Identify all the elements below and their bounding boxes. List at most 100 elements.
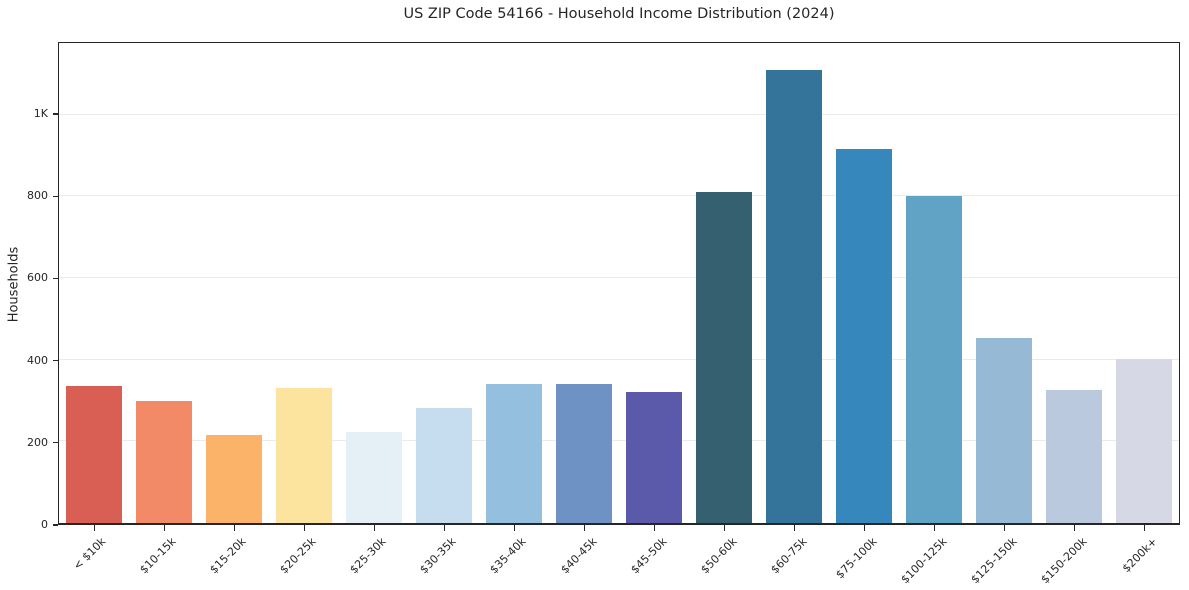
bars-container <box>59 43 1179 531</box>
gridline <box>59 113 1179 115</box>
x-tick-mark <box>164 525 166 531</box>
x-tick-mark <box>794 525 796 531</box>
y-tick-mark <box>53 524 58 526</box>
bar <box>486 384 542 523</box>
x-label-slot: $200k+ <box>1110 527 1180 589</box>
x-tick-label: $15-20k <box>207 535 249 577</box>
bar <box>136 401 192 523</box>
x-label-slot: $150-200k <box>1038 527 1110 589</box>
bar-slot <box>1039 43 1109 531</box>
x-tick-label: $25-30k <box>347 535 389 577</box>
bar <box>976 338 1032 523</box>
x-label-slot: $35-40k <box>479 527 549 589</box>
x-tick-label: $60-75k <box>768 535 810 577</box>
bar <box>346 432 402 523</box>
x-tick-mark <box>1074 525 1076 531</box>
bar <box>416 407 472 523</box>
bar <box>556 383 612 523</box>
x-tick-mark <box>724 525 726 531</box>
x-tick-label: $100-125k <box>898 535 950 587</box>
bar-slot <box>549 43 619 531</box>
x-label-slot: $40-45k <box>549 527 619 589</box>
x-tick-mark <box>304 525 306 531</box>
y-tick-mark <box>53 113 58 115</box>
x-tick-mark <box>514 525 516 531</box>
y-tick-label: 600 <box>27 271 48 285</box>
bar-slot <box>1109 43 1179 531</box>
x-tick-label: $150-200k <box>1038 535 1091 587</box>
y-tick-label: 800 <box>27 189 48 203</box>
x-tick-mark <box>444 525 446 531</box>
y-tick-mark <box>53 442 58 444</box>
gridline <box>59 358 1179 360</box>
x-tick-label: $35-40k <box>487 535 530 577</box>
gridline <box>59 440 1179 442</box>
bar <box>696 192 752 523</box>
x-axis-labels: < $10k $10-15k $15-20k $20-25k $25-30k $30-35… <box>58 527 1180 589</box>
x-tick-mark <box>234 525 236 531</box>
bar-slot <box>689 43 759 531</box>
y-tick-mark <box>53 277 58 279</box>
bar <box>276 388 332 523</box>
bar <box>626 392 682 523</box>
x-tick-mark <box>1004 525 1006 531</box>
bar-slot <box>759 43 829 531</box>
bar <box>766 70 822 523</box>
gridline <box>59 276 1179 278</box>
y-tick-label: 0 <box>41 518 48 531</box>
bar-slot <box>829 43 899 531</box>
x-tick-label: $125-150k <box>968 535 1020 587</box>
bar-slot <box>199 43 269 531</box>
x-tick-label: $20-25k <box>277 535 319 577</box>
y-tick-label: 1K <box>33 106 48 120</box>
bar <box>1116 358 1172 523</box>
bar-slot <box>59 43 129 531</box>
x-label-slot: $50-60k <box>689 527 759 589</box>
x-tick-mark <box>584 525 586 531</box>
x-label-slot: $45-50k <box>619 527 689 589</box>
chart-title: US ZIP Code 54166 - Household Income Dis… <box>403 6 835 22</box>
gridline <box>59 195 1179 197</box>
x-label-slot: $60-75k <box>759 527 829 589</box>
bar-slot <box>619 43 689 531</box>
x-label-slot: $25-30k <box>339 527 409 589</box>
x-label-slot: $10-15k <box>128 527 198 589</box>
x-tick-label: $45-50k <box>627 535 670 577</box>
x-label-slot: $15-20k <box>198 527 268 589</box>
x-tick-label: $200k+ <box>1120 535 1161 576</box>
x-tick-mark <box>864 525 866 531</box>
y-tick-label: 200 <box>27 435 48 449</box>
x-tick-label: $30-35k <box>417 535 459 577</box>
y-axis: 0 200 400 600 800 1K <box>0 42 58 531</box>
y-tick-label: 400 <box>27 353 48 367</box>
bar-slot <box>129 43 199 531</box>
bar <box>1046 389 1102 523</box>
bar <box>66 386 122 523</box>
x-tick-mark <box>654 525 656 531</box>
bar-slot <box>479 43 549 531</box>
x-label-slot: $100-125k <box>898 527 970 589</box>
x-label-slot: $125-150k <box>968 527 1040 589</box>
x-tick-label: < $10k <box>70 535 109 573</box>
x-tick-mark <box>94 525 96 531</box>
bar <box>836 149 892 523</box>
bar-slot <box>899 43 969 531</box>
plot-area <box>58 42 1180 531</box>
x-tick-mark <box>374 525 376 531</box>
x-tick-label: $75-100k <box>833 535 880 582</box>
bar-slot <box>339 43 409 531</box>
x-label-slot: $20-25k <box>268 527 338 589</box>
x-tick-label: $10-15k <box>137 535 179 577</box>
bar-slot <box>969 43 1039 531</box>
x-tick-mark <box>934 525 936 531</box>
x-label-slot: $75-100k <box>829 527 899 589</box>
x-label-slot: $30-35k <box>409 527 479 589</box>
bar <box>206 435 262 523</box>
x-label-slot: < $10k <box>58 527 128 589</box>
bar-slot <box>409 43 479 531</box>
y-tick-mark <box>53 195 58 197</box>
y-tick-mark <box>53 360 58 362</box>
bar-slot <box>269 43 339 531</box>
x-tick-label: $40-45k <box>557 535 600 577</box>
